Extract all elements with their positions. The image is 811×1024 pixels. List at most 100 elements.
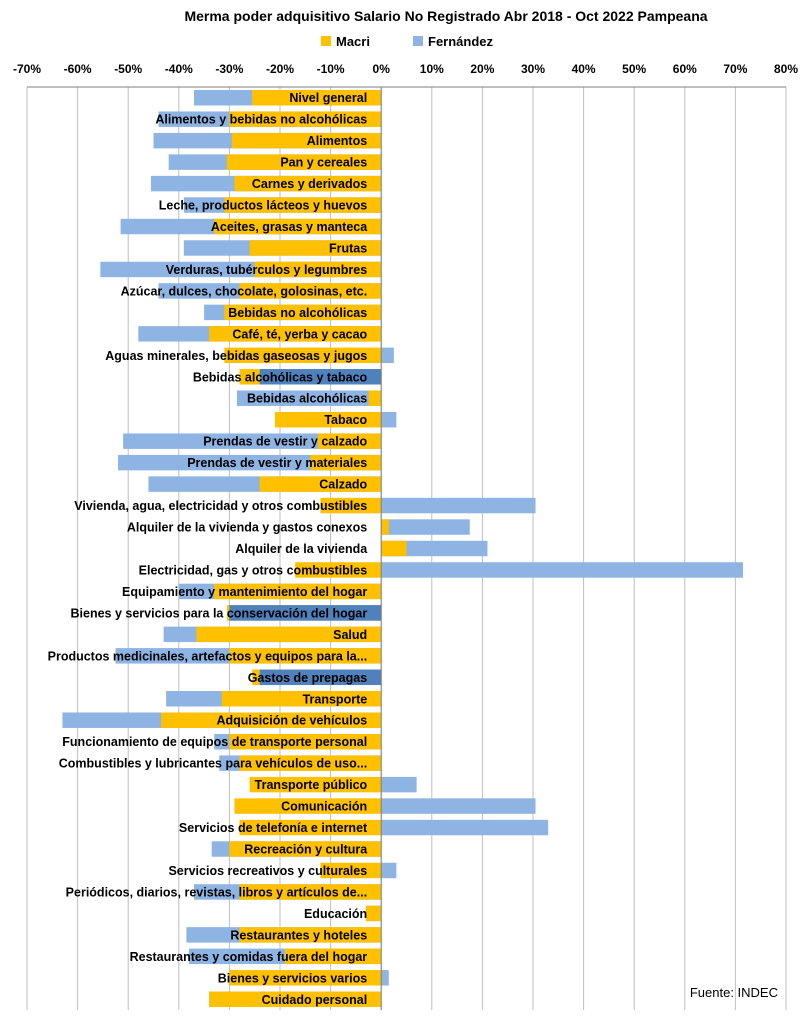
category-labels: Nivel general Alimentos y bebidas no alco…	[48, 91, 369, 1007]
bar-macri	[249, 240, 382, 256]
category-label: Bebidas alcohólicas	[247, 392, 367, 406]
bar-macri	[229, 111, 382, 127]
x-tick-label: -10%	[317, 62, 345, 76]
bar-group	[158, 111, 382, 127]
category-label: Combustibles y lubricantes para vehículo…	[59, 757, 367, 771]
bar-group	[118, 454, 382, 471]
legend-swatch-macri	[321, 36, 331, 46]
bar-macri	[310, 454, 382, 471]
bar-group	[186, 927, 382, 943]
bar-macri	[254, 261, 382, 278]
x-tick-label: -20%	[266, 62, 294, 76]
bar-macri	[209, 991, 382, 1007]
bar-group	[188, 948, 382, 965]
bar-macri	[229, 970, 382, 986]
bar-macri	[209, 326, 382, 342]
bar-group	[183, 240, 382, 256]
bar-group	[62, 712, 382, 728]
bar-macri	[259, 476, 382, 492]
x-tick-label: 70%	[723, 62, 747, 76]
bar-macri	[214, 583, 382, 600]
category-label: Alquiler de la vivienda	[235, 542, 368, 556]
bar-group	[163, 626, 382, 643]
bar-group	[153, 132, 382, 149]
bar-group	[381, 519, 470, 535]
x-tick-label: -50%	[114, 62, 142, 76]
category-label: Verduras, tubérculos y legumbres	[166, 263, 368, 277]
bar-group	[366, 905, 382, 922]
bar-macri	[196, 626, 382, 643]
x-tick-label: -40%	[165, 62, 193, 76]
category-label: Alimentos y bebidas no alcohólicas	[155, 113, 367, 127]
category-label: Vivienda, agua, electricidad y otros com…	[74, 499, 367, 513]
category-label: Cuidado personal	[262, 993, 368, 1007]
bar-macri	[224, 304, 382, 321]
bar-fernandez	[381, 347, 394, 364]
bar-group	[274, 411, 397, 428]
bar-group	[295, 562, 743, 578]
bar-group	[166, 691, 382, 707]
source-note: Fuente: INDEC	[690, 985, 778, 1000]
bar-group	[193, 90, 382, 106]
bar-group	[320, 497, 536, 514]
bar-macri	[224, 197, 382, 213]
bar-macri	[239, 884, 382, 900]
category-label: Azúcar, dulces, chocolate, golosinas, et…	[121, 284, 368, 298]
category-label: Servicios recreativos y culturales	[168, 864, 367, 878]
bar-group	[178, 583, 382, 600]
category-label: Restaurantes y comidas fuera del hogar	[130, 950, 368, 964]
bar-fernandez	[381, 411, 397, 428]
bar-macri	[214, 218, 382, 235]
category-label: Nivel general	[289, 91, 367, 105]
bar-fernandez	[381, 540, 488, 557]
bar-overlap	[259, 369, 382, 385]
legend-swatch-fernandez	[413, 36, 423, 46]
bar-group	[193, 884, 382, 900]
category-label: Transporte	[303, 692, 368, 706]
bar-macri	[274, 411, 382, 428]
bar-group	[381, 540, 488, 557]
x-axis-tick-labels: -70% -60% -50% -40% -30% -20% -10% 0% 10% 20% 30% 4…	[13, 62, 798, 76]
bar-macri	[161, 712, 382, 728]
x-tick-label: 50%	[622, 62, 646, 76]
bar-fernandez	[381, 819, 549, 836]
bar-group	[219, 755, 382, 771]
bar-macri	[320, 862, 382, 879]
legend: Macri Fernández	[321, 34, 494, 49]
bar-fernandez	[381, 562, 743, 578]
bar-overlap	[259, 669, 382, 686]
x-tick-label: -70%	[13, 62, 41, 76]
x-tick-label: 80%	[774, 62, 798, 76]
x-tick-label: -60%	[64, 62, 92, 76]
bar-macri	[366, 905, 382, 922]
category-label: Pan y cereales	[280, 156, 367, 170]
category-label: Restaurantes y hoteles	[230, 928, 367, 942]
bar-macri	[221, 691, 382, 707]
bar-group	[224, 347, 394, 364]
category-label: Aceites, grasas y manteca	[211, 220, 368, 234]
bar-macri	[320, 497, 382, 514]
category-label: Funcionamiento de equipos de transporte …	[62, 735, 367, 749]
x-tick-label: 20%	[470, 62, 494, 76]
bar-macri	[234, 175, 382, 192]
category-label: Calzado	[319, 478, 367, 492]
bar-group	[236, 390, 382, 406]
bar-group	[158, 283, 382, 299]
bar-group	[138, 326, 382, 342]
bar-group	[120, 218, 382, 235]
bar-macri	[295, 562, 382, 578]
category-label: Prendas de vestir y calzado	[203, 435, 367, 449]
x-tick-label: 40%	[572, 62, 596, 76]
bar-macri	[239, 819, 382, 836]
bar-group	[249, 776, 417, 793]
category-label: Bienes y servicios varios	[218, 971, 367, 985]
bar-fernandez	[123, 433, 382, 449]
bar-group	[168, 154, 382, 170]
bar-group	[123, 433, 382, 449]
category-label: Salud	[333, 628, 367, 642]
x-tick-label: 0%	[373, 62, 391, 76]
category-label: Productos medicinales, artefactos y equi…	[48, 649, 368, 663]
bar-macri	[285, 948, 382, 965]
